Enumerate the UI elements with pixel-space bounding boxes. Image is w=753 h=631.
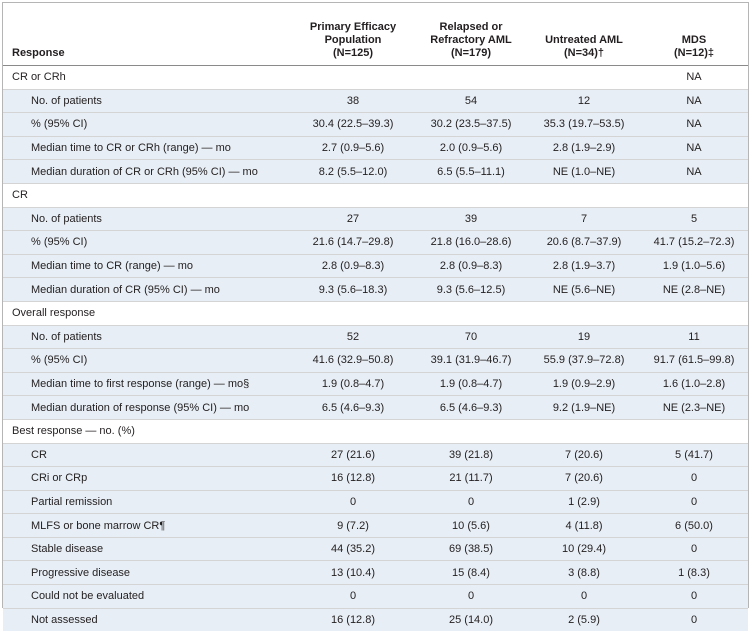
header-mds: MDS (N=12)‡ <box>640 3 748 66</box>
table-row: % (95% CI) 41.6 (32.9–50.8) 39.1 (31.9–4… <box>3 348 748 373</box>
table-row: CR 27 (21.6) 39 (21.8) 7 (20.6) 5 (41.7) <box>3 443 748 468</box>
header-untreated-aml: Untreated AML (N=34)† <box>528 3 640 66</box>
table-row: MLFS or bone marrow CR¶ 9 (7.2) 10 (5.6)… <box>3 513 748 538</box>
section-row: CR or CRh NA <box>3 65 748 90</box>
table-row: Median time to CR (range) — mo 2.8 (0.9–… <box>3 254 748 279</box>
table-row: Could not be evaluated 0 0 0 0 <box>3 584 748 609</box>
header-row: Response Primary Efficacy Population (N=12… <box>3 3 748 66</box>
table-row: CRi or CRp 16 (12.8) 21 (11.7) 7 (20.6) … <box>3 466 748 491</box>
table-row: Median duration of CR or CRh (95% CI) — … <box>3 159 748 184</box>
table-row: No. of patients 38 54 12 NA <box>3 89 748 114</box>
header-primary-efficacy: Primary Efficacy Population (N=125) <box>292 3 414 66</box>
table-row: No. of patients 52 70 19 11 <box>3 325 748 350</box>
table-row: Median duration of CR (95% CI) — mo 9.3 … <box>3 277 748 302</box>
header-response: Response <box>3 3 292 66</box>
table-row: Stable disease 44 (35.2) 69 (38.5) 10 (2… <box>3 537 748 562</box>
table-row: % (95% CI) 30.4 (22.5–39.3) 30.2 (23.5–3… <box>3 112 748 137</box>
section-row: Overall response <box>3 301 748 326</box>
table-row: Partial remission 0 0 1 (2.9) 0 <box>3 490 748 515</box>
header-relapsed-refractory: Relapsed or Refractory AML (N=179) <box>414 3 528 66</box>
section-row: CR <box>3 183 748 208</box>
table-row: Median time to CR or CRh (range) — mo 2.… <box>3 136 748 161</box>
table-row: Median time to first response (range) — … <box>3 372 748 397</box>
table-row: Progressive disease 13 (10.4) 15 (8.4) 3… <box>3 560 748 586</box>
response-table: Response Primary Efficacy Population (N=12… <box>3 3 748 631</box>
table-row: Median duration of response (95% CI) — m… <box>3 395 748 420</box>
section-row: Best response — no. (%) <box>3 419 748 444</box>
table-row: No. of patients 27 39 7 5 <box>3 207 748 232</box>
table-row: % (95% CI) 21.6 (14.7–29.8) 21.8 (16.0–2… <box>3 230 748 255</box>
